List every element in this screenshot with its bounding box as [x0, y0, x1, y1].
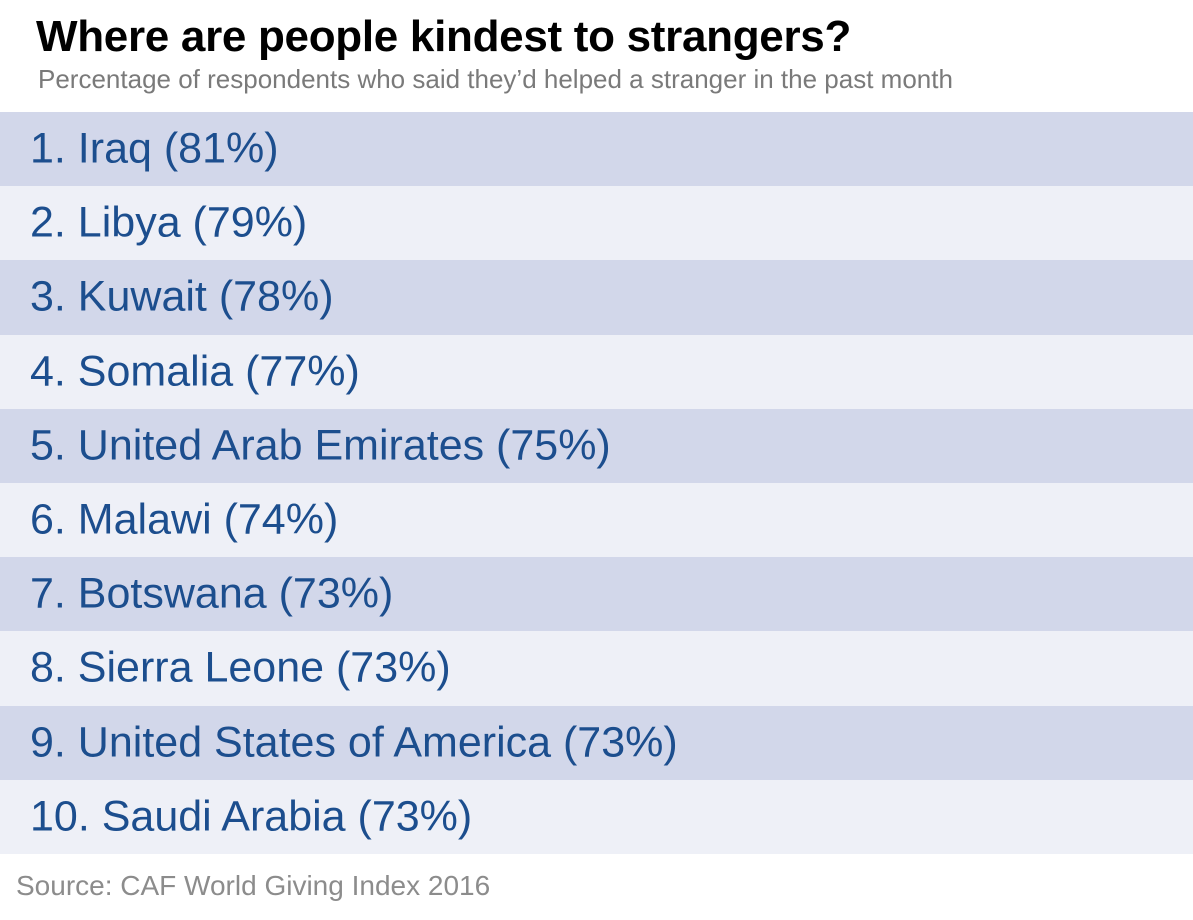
- ranking-table: 1. Iraq (81%) 2. Libya (79%) 3. Kuwait (…: [0, 112, 1193, 854]
- row-label-uae: 5. United Arab Emirates (75%): [30, 421, 611, 470]
- table-row: 3. Kuwait (78%): [0, 260, 1193, 335]
- chart-subtitle: Percentage of respondents who said they’…: [38, 64, 953, 94]
- chart-header: Where are people kindest to strangers? P…: [0, 0, 1193, 112]
- row-label-libya: 2. Libya (79%): [30, 198, 308, 247]
- table-row: 7. Botswana (73%): [0, 557, 1193, 632]
- source-note: Source: CAF World Giving Index 2016: [16, 870, 491, 901]
- table-row: 2. Libya (79%): [0, 186, 1193, 261]
- chart-footer: Source: CAF World Giving Index 2016: [0, 854, 1193, 920]
- row-label-botswana: 7. Botswana (73%): [30, 569, 394, 618]
- table-row: 6. Malawi (74%): [0, 482, 1193, 558]
- chart-title: Where are people kindest to strangers?: [36, 12, 852, 61]
- table-row: 9. United States of America (73%): [0, 705, 1193, 780]
- table-row: 5. United Arab Emirates (75%): [0, 408, 1193, 483]
- row-label-sierra-leone: 8. Sierra Leone (73%): [30, 643, 451, 692]
- row-label-somalia: 4. Somalia (77%): [30, 347, 360, 396]
- table-row: 4. Somalia (77%): [0, 334, 1193, 409]
- row-label-kuwait: 3. Kuwait (78%): [30, 272, 334, 321]
- row-label-iraq: 1. Iraq (81%): [30, 124, 279, 173]
- row-label-malawi: 6. Malawi (74%): [30, 495, 339, 544]
- row-label-saudi-arabia: 10. Saudi Arabia (73%): [30, 792, 473, 841]
- table-row: 1. Iraq (81%): [0, 112, 1193, 187]
- row-label-usa: 9. United States of America (73%): [30, 718, 678, 767]
- table-row: 10. Saudi Arabia (73%): [0, 779, 1193, 854]
- table-row: 8. Sierra Leone (73%): [0, 631, 1193, 706]
